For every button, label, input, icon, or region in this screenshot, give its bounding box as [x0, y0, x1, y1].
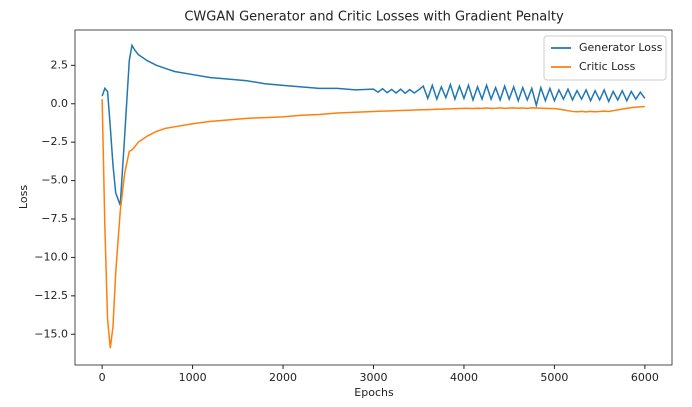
- x-tick-label: 2000: [269, 371, 297, 384]
- x-axis-label: Epochs: [354, 386, 394, 399]
- plot-frame: [74, 29, 673, 366]
- y-tick-label: 2.5: [51, 58, 69, 71]
- x-tick-label: 1000: [179, 371, 207, 384]
- y-tick-label: −5.0: [41, 174, 68, 187]
- line-series: [101, 99, 645, 349]
- y-tick-label: −7.5: [41, 212, 68, 225]
- legend-label: Critic Loss: [579, 60, 636, 73]
- y-tick-label: 0.0: [51, 97, 69, 110]
- y-tick-label: −2.5: [41, 135, 68, 148]
- legend-label: Generator Loss: [579, 41, 663, 54]
- legend-box: [543, 35, 667, 81]
- x-tick-label: 6000: [631, 371, 659, 384]
- x-tick-label: 0: [99, 371, 106, 384]
- y-tick-label: −10.0: [34, 250, 68, 263]
- y-tick-label: −12.5: [34, 289, 68, 302]
- x-tick-label: 3000: [360, 371, 388, 384]
- y-tick-label: −15.0: [34, 327, 68, 340]
- x-tick-label: 5000: [540, 371, 568, 384]
- x-tick-label: 4000: [450, 371, 478, 384]
- line-series: [101, 43, 646, 206]
- chart-title: CWGAN Generator and Critic Losses with G…: [184, 10, 564, 25]
- y-axis-label: Loss: [17, 185, 30, 209]
